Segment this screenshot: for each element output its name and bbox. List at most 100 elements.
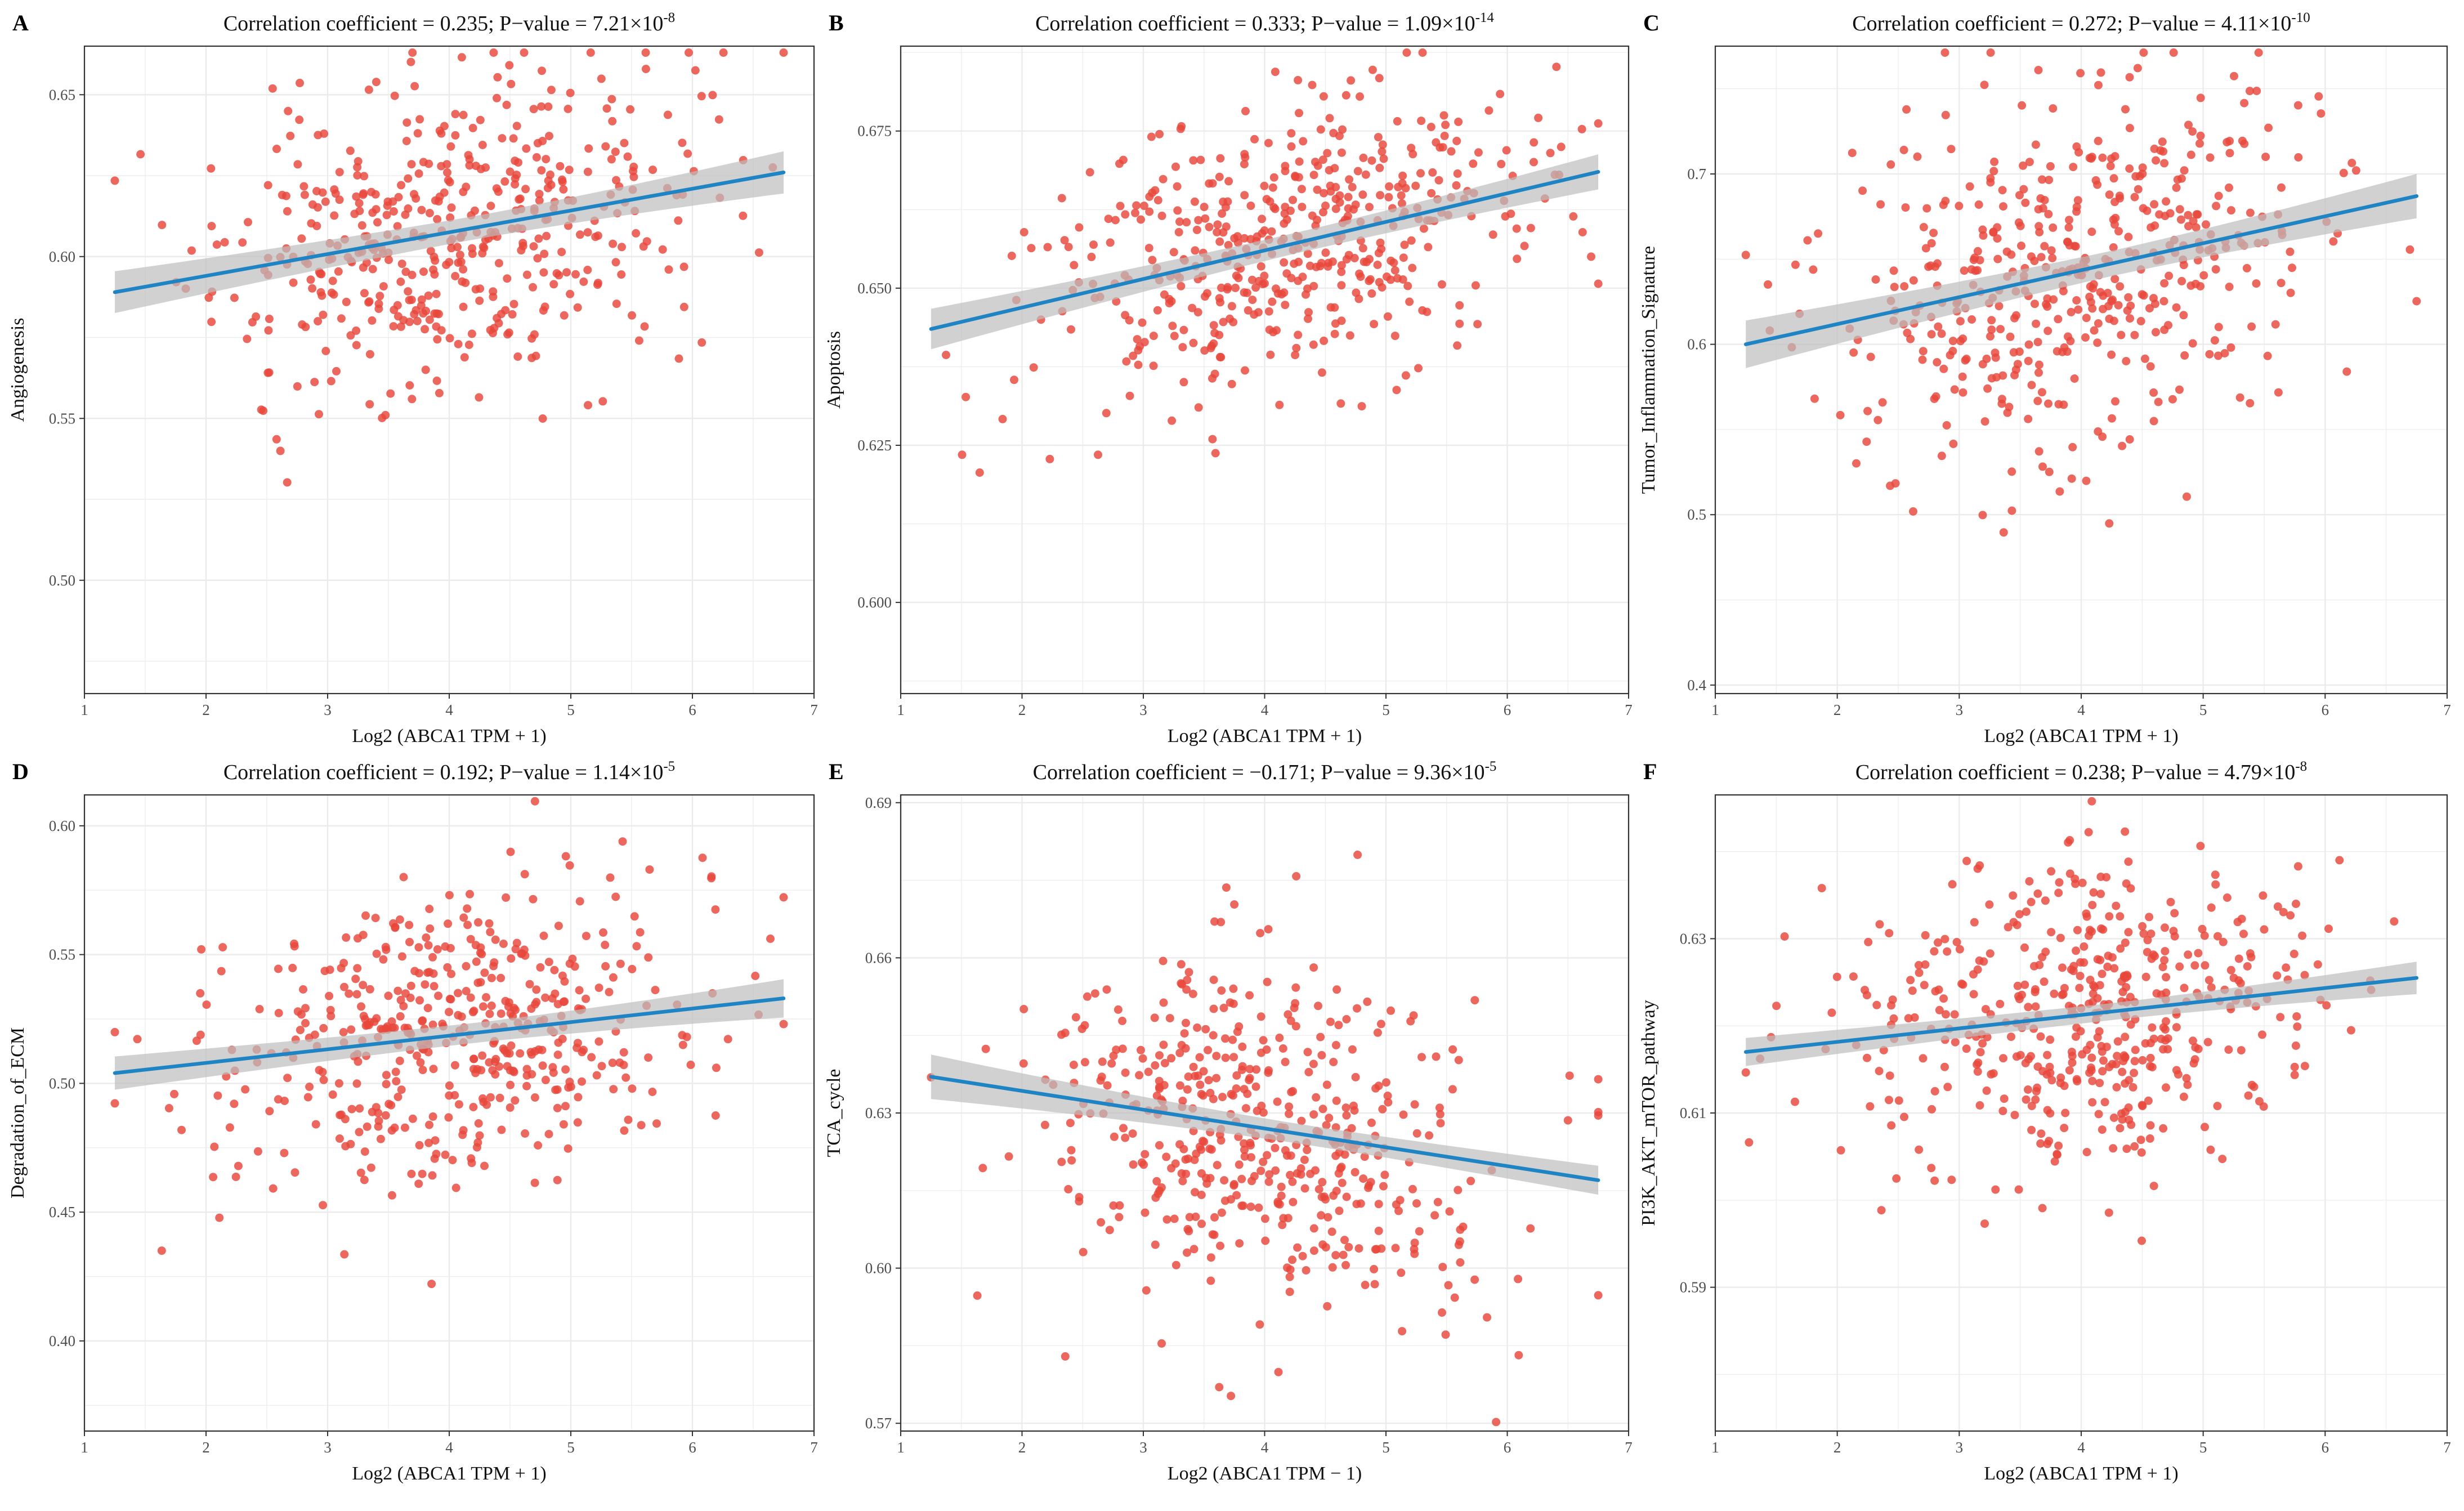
- data-point: [1336, 399, 1345, 408]
- data-point: [1286, 1170, 1295, 1179]
- data-point: [1245, 1065, 1254, 1074]
- data-point: [412, 306, 421, 315]
- data-point: [1262, 195, 1271, 204]
- scatter-points: [942, 48, 1603, 477]
- data-point: [1323, 1302, 1332, 1311]
- x-tick-label: 6: [688, 1439, 696, 1456]
- data-point: [1367, 289, 1376, 298]
- data-point: [470, 206, 479, 215]
- data-point: [1175, 1048, 1184, 1057]
- data-point: [1311, 1166, 1320, 1175]
- data-point: [1962, 1044, 1971, 1053]
- data-point: [507, 79, 516, 88]
- data-point: [554, 1038, 563, 1047]
- data-point: [1832, 972, 1841, 981]
- data-point: [1427, 189, 1436, 198]
- data-point: [2074, 148, 2083, 157]
- data-point: [1958, 388, 1967, 397]
- chart-title-exponent: -5: [1485, 759, 1497, 774]
- data-point: [255, 1005, 264, 1013]
- data-point: [1872, 1000, 1881, 1009]
- data-point: [1286, 1016, 1295, 1025]
- data-point: [1116, 202, 1125, 211]
- data-point: [1436, 1110, 1445, 1119]
- data-point: [1989, 228, 1998, 237]
- data-point: [547, 86, 556, 95]
- data-point: [1862, 437, 1871, 446]
- data-point: [1233, 1027, 1242, 1036]
- regression-line: [1743, 194, 2419, 346]
- data-point: [473, 978, 482, 987]
- data-point: [213, 1091, 222, 1100]
- data-point: [1927, 330, 1936, 339]
- data-point: [1939, 364, 1948, 373]
- data-point: [2076, 69, 2085, 78]
- data-point: [2347, 159, 2356, 167]
- data-point: [1210, 369, 1219, 378]
- data-point: [1393, 274, 1402, 283]
- data-point: [1318, 155, 1327, 164]
- data-point: [315, 410, 323, 419]
- data-point: [1386, 275, 1395, 284]
- data-point: [2094, 81, 2103, 90]
- data-point: [1975, 956, 1984, 965]
- data-point: [683, 149, 692, 158]
- data-point: [2188, 339, 2197, 348]
- data-point: [1283, 1263, 1291, 1272]
- data-point: [1987, 374, 1996, 383]
- data-point: [1109, 1201, 1118, 1210]
- data-point: [2043, 1139, 2052, 1148]
- data-point: [1253, 232, 1262, 241]
- data-point: [2213, 932, 2222, 941]
- data-point: [2072, 1032, 2080, 1041]
- data-point: [1552, 62, 1561, 71]
- data-point: [2246, 208, 2255, 217]
- data-point: [488, 329, 497, 338]
- data-point: [431, 1136, 440, 1145]
- data-point: [1526, 1224, 1535, 1233]
- data-point: [1594, 1291, 1603, 1300]
- data-point: [1955, 202, 1964, 211]
- data-point: [1260, 226, 1269, 235]
- data-point: [2207, 903, 2216, 912]
- data-point: [548, 1063, 557, 1072]
- data-point: [479, 242, 488, 251]
- data-point: [1064, 243, 1073, 252]
- data-point: [1246, 235, 1255, 244]
- data-point: [1921, 931, 1930, 940]
- data-point: [1285, 1110, 1294, 1119]
- data-point: [1231, 283, 1240, 292]
- data-point: [1328, 257, 1337, 266]
- data-point: [1185, 1213, 1194, 1222]
- data-point: [1437, 280, 1446, 289]
- data-point: [2060, 1124, 2069, 1133]
- data-point: [1791, 1097, 1799, 1106]
- data-point: [1220, 1196, 1229, 1205]
- chart-title-text: Correlation coefficient = −0.171; P−valu…: [1033, 761, 1485, 784]
- data-point: [1302, 1266, 1311, 1275]
- data-point: [2064, 838, 2073, 847]
- data-point: [1115, 1213, 1124, 1222]
- data-point: [359, 1012, 368, 1021]
- data-point: [272, 145, 281, 153]
- data-point: [311, 1120, 320, 1129]
- x-tick-label: 3: [324, 1439, 332, 1456]
- data-point: [617, 270, 626, 279]
- y-axis-label: Degradation_of_ECM: [7, 1027, 28, 1199]
- data-point: [509, 1066, 518, 1075]
- data-point: [372, 949, 381, 958]
- data-point: [1408, 1184, 1417, 1193]
- data-point: [418, 1169, 427, 1178]
- data-point: [2159, 147, 2168, 156]
- data-point: [575, 897, 584, 906]
- data-point: [1294, 75, 1303, 84]
- data-point: [1919, 1054, 1928, 1063]
- data-point: [468, 123, 477, 132]
- data-point: [679, 262, 688, 271]
- data-point: [1134, 360, 1143, 369]
- data-point: [1399, 1110, 1408, 1119]
- data-point: [2064, 223, 2073, 232]
- data-point: [2239, 929, 2248, 938]
- data-point: [530, 1093, 539, 1102]
- data-point: [337, 964, 346, 973]
